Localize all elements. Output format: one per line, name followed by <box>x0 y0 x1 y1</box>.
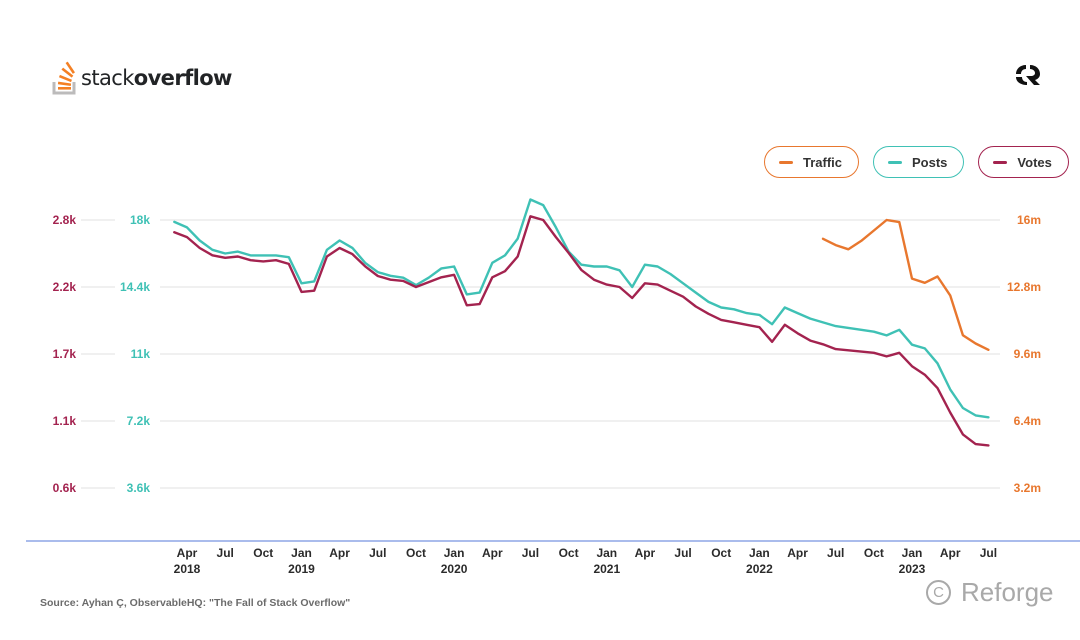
x-tick-label: Oct <box>559 546 579 560</box>
legend-label-posts: Posts <box>912 154 948 170</box>
series-line-votes <box>173 215 990 447</box>
reforge-mark <box>1012 62 1044 93</box>
x-tick-label: Apr <box>635 546 656 560</box>
x-tick-label: Apr <box>482 546 503 560</box>
x-tick-label: Oct <box>406 546 426 560</box>
x-tick-label: Apr <box>787 546 808 560</box>
stackoverflow-logo: stackoverflow <box>51 60 232 96</box>
logo-text-bold: overflow <box>133 66 233 90</box>
reforge-mark-icon <box>1016 65 1040 85</box>
x-tick-label: Jan <box>596 546 617 560</box>
stackoverflow-logo-icon <box>52 61 76 95</box>
x-tick-label: Apr <box>177 546 198 560</box>
x-tick-label: Jul <box>674 546 691 560</box>
logo-text-light: stack <box>81 66 134 90</box>
legend-item-votes[interactable]: Votes <box>978 146 1069 178</box>
series-line-posts <box>173 198 990 419</box>
y-tick-label-posts: 11k <box>131 347 151 361</box>
x-tick-label: Jul <box>980 546 997 560</box>
y-tick-label-posts: 14.4k <box>120 280 150 294</box>
x-tick-year-label: 2019 <box>288 562 315 576</box>
series-line-traffic <box>821 218 990 351</box>
y-tick-label-traffic: 16m <box>1017 213 1041 227</box>
legend-item-traffic[interactable]: Traffic <box>764 146 860 178</box>
legend-swatch-posts <box>888 160 903 164</box>
series-lines <box>173 198 990 447</box>
x-tick-label: Jul <box>827 546 844 560</box>
x-tick-label: Jan <box>444 546 465 560</box>
x-tick-year-label: 2020 <box>441 562 468 576</box>
source-caption: Source: Ayhan Ç, ObservableHQ: "The Fall… <box>40 597 351 609</box>
y-tick-label-votes: 2.2k <box>53 280 77 294</box>
x-tick-year-label: 2021 <box>593 562 620 576</box>
x-tick-label: Oct <box>711 546 731 560</box>
y-tick-label-posts: 18k <box>130 213 150 227</box>
x-tick-label: Jul <box>522 546 539 560</box>
x-tick-year-label: 2023 <box>899 562 926 576</box>
y-tick-label-votes: 2.8k <box>53 213 77 227</box>
copyright-icon: C <box>926 580 951 605</box>
x-tick-label: Oct <box>253 546 273 560</box>
reforge-watermark-text: Reforge <box>961 577 1054 607</box>
y-tick-label-traffic: 9.6m <box>1014 347 1041 361</box>
logo-wordmark: stackoverflow <box>81 66 232 90</box>
x-tick-label: Apr <box>940 546 961 560</box>
legend-swatch-traffic <box>779 160 793 164</box>
x-tick-year-label: 2022 <box>746 562 773 576</box>
legend-item-posts[interactable]: Posts <box>873 146 965 178</box>
gridlines <box>81 219 1000 489</box>
y-tick-label-traffic: 12.8m <box>1007 280 1041 294</box>
legend-label-votes: Votes <box>1017 154 1052 170</box>
y-tick-label-posts: 7.2k <box>127 414 151 428</box>
y-tick-label-traffic: 3.2m <box>1014 481 1041 495</box>
legend-swatch-votes <box>993 160 1008 164</box>
x-tick-label: Jan <box>291 546 312 560</box>
y-tick-label-posts: 3.6k <box>127 481 151 495</box>
y-axis-ticks: 2.8k 18k 16m 2.2k 14.4k 12.8m 1.7k 11k 9.6m 1.1k 7… <box>53 213 1041 495</box>
x-tick-label: Jan <box>902 546 923 560</box>
y-tick-label-votes: 0.6k <box>53 481 77 495</box>
y-tick-label-votes: 1.1k <box>53 414 77 428</box>
reforge-watermark: C Reforge <box>926 577 1054 608</box>
y-tick-label-votes: 1.7k <box>53 347 77 361</box>
legend-label-traffic: Traffic <box>803 154 843 170</box>
x-tick-label: Jan <box>749 546 770 560</box>
y-tick-label-traffic: 6.4m <box>1014 414 1041 428</box>
x-tick-label: Jul <box>369 546 386 560</box>
x-tick-label: Jul <box>217 546 234 560</box>
chart-legend: Traffic Posts Votes <box>764 146 1069 178</box>
x-tick-label: Apr <box>329 546 350 560</box>
x-tick-year-label: 2018 <box>174 562 201 576</box>
x-axis-ticks: Apr 2018 Jul Oct Jan 2019 Apr Jul Oct Jan 2020 Apr J… <box>174 546 997 576</box>
x-tick-label: Oct <box>864 546 884 560</box>
